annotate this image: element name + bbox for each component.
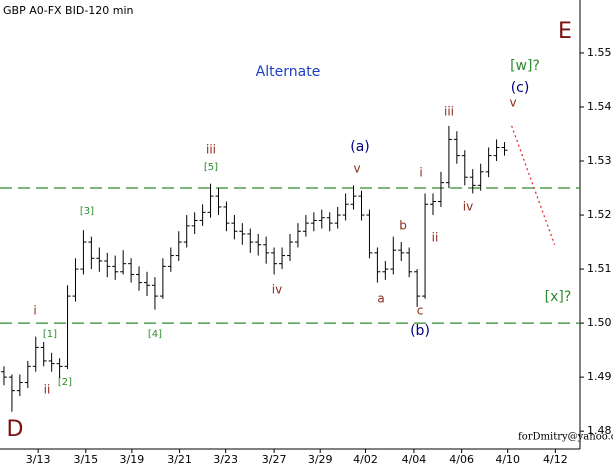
wave-label: c	[417, 304, 424, 318]
wave-label: i	[33, 304, 36, 318]
x-tick-label: 3/13	[26, 453, 51, 466]
footer: forDmitry@yahoo.com	[518, 432, 613, 443]
projection	[511, 125, 556, 245]
wave-label: iii	[444, 105, 454, 119]
wave-label: (b)	[410, 323, 430, 339]
wave-label: E	[558, 19, 572, 44]
y-tick-label: 1.48	[587, 424, 612, 437]
wave-label: [2]	[58, 377, 72, 388]
wave-label: (a)	[350, 139, 370, 155]
wave-label: iv	[463, 200, 473, 214]
wave-label: ii	[44, 383, 51, 397]
y-tick-label: 1.53	[587, 154, 612, 167]
wave-label: Alternate	[256, 64, 321, 80]
wave-label: [x]?	[545, 289, 572, 305]
wave-label: i	[419, 166, 422, 180]
wave-label: ii	[432, 231, 439, 245]
chart-title: GBP A0-FX BID-120 min	[3, 4, 134, 17]
x-tick-label: 3/19	[120, 453, 145, 466]
wave-label: [w]?	[510, 58, 540, 74]
wave-label: v	[509, 96, 516, 110]
y-tick-label: 1.52	[587, 208, 612, 221]
wave-label: [5]	[204, 162, 218, 173]
wave-label: b	[399, 219, 407, 233]
y-tick-label: 1.50	[587, 316, 612, 329]
x-tick-label: 3/29	[308, 453, 333, 466]
x-tick-label: 3/27	[262, 453, 287, 466]
wave-label: D	[7, 417, 24, 442]
x-tick-label: 3/21	[167, 453, 192, 466]
x-tick-label: 4/02	[353, 453, 378, 466]
x-tick-label: 4/12	[543, 453, 568, 466]
x-tick-label: 3/15	[73, 453, 98, 466]
x-tick-label: 3/23	[213, 453, 238, 466]
wave-label: iv	[272, 283, 282, 297]
x-tick-label: 4/10	[495, 453, 520, 466]
x-tick-label: 4/06	[449, 453, 474, 466]
wave-label: a	[377, 292, 384, 306]
wave-label: v	[353, 162, 360, 176]
wave-label: [3]	[80, 206, 94, 217]
wave-label: [4]	[148, 329, 162, 340]
wave-label: [1]	[43, 329, 57, 340]
x-tick-label: 4/04	[402, 453, 427, 466]
wave-label: iii	[206, 143, 216, 157]
y-tick-label: 1.51	[587, 262, 612, 275]
y-tick-label: 1.49	[587, 370, 612, 383]
y-tick-label: 1.55	[587, 46, 612, 59]
y-tick-label: 1.54	[587, 100, 612, 113]
wave-label: (c)	[511, 80, 530, 96]
